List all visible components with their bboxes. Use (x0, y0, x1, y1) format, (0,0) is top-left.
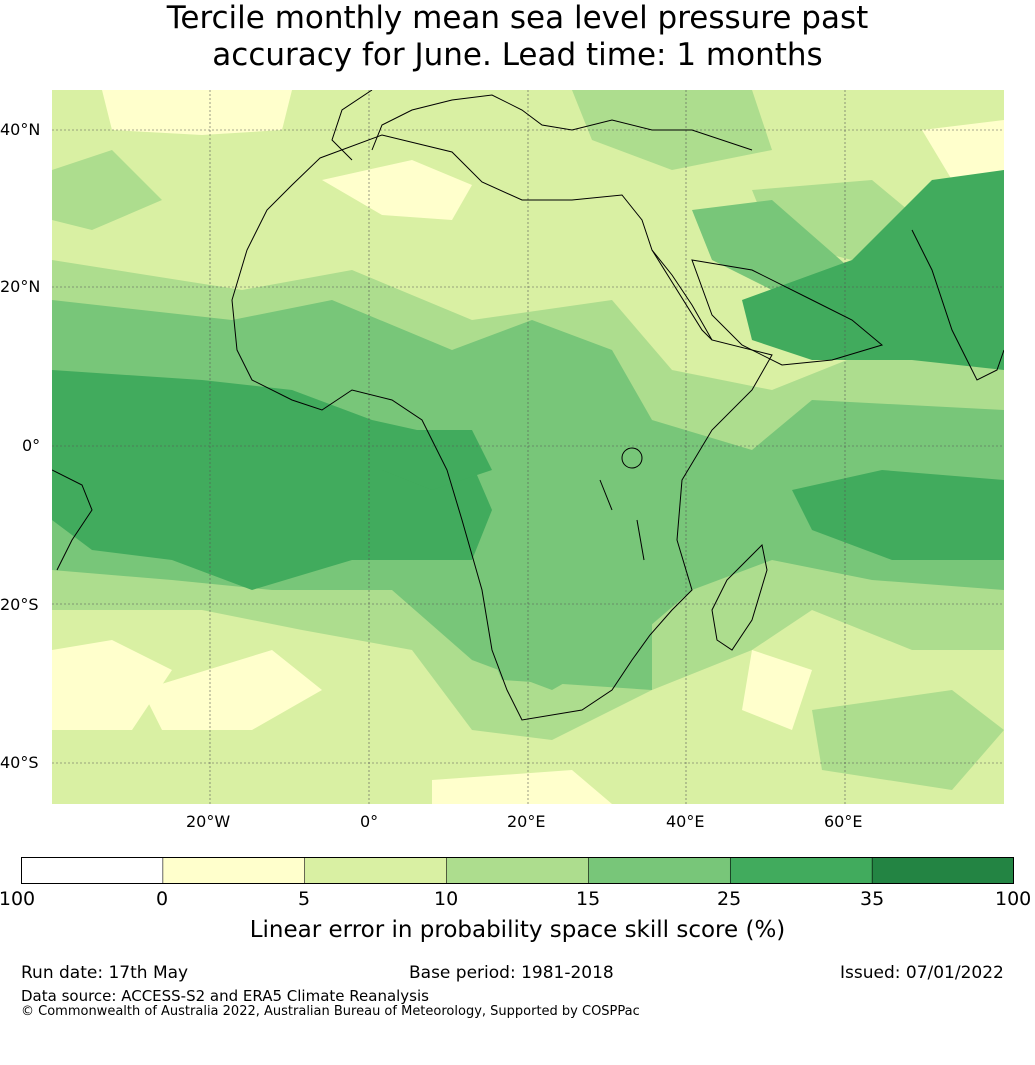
colorbar-segment (729, 857, 873, 884)
skill-map (52, 90, 1004, 804)
colorbar-segment (588, 857, 732, 884)
lat-label-40n: 40°N (0, 120, 41, 139)
lon-label-40e: 40°E (666, 812, 705, 831)
data-source: Data source: ACCESS-S2 and ERA5 Climate … (21, 987, 429, 1005)
lat-label-20s: 20°S (0, 595, 39, 614)
colorbar (21, 857, 1014, 884)
colorbar-tick-10: 10 (434, 888, 459, 910)
colorbar-segment (871, 857, 1014, 884)
colorbar-tick-15: 15 (576, 888, 601, 910)
map-canvas (52, 90, 1004, 804)
lon-label-60e: 60°E (824, 812, 863, 831)
colorbar-segment (162, 857, 306, 884)
map-gridlines (52, 90, 1004, 804)
lat-label-0: 0° (22, 436, 41, 455)
colorbar-label: Linear error in probability space skill … (249, 917, 786, 943)
coastlines (52, 90, 1004, 721)
colorbar-segment (304, 857, 448, 884)
colorbar-tick-25: 25 (717, 888, 742, 910)
lon-label-20w: 20°W (186, 812, 231, 831)
colorbar-tick-5: 5 (298, 888, 311, 910)
skill-band-25-35 (52, 170, 1004, 590)
colorbar-tick-0: 0 (156, 888, 169, 910)
lat-label-40s: 40°S (0, 753, 39, 772)
lon-label-0: 0° (360, 812, 379, 831)
copyright: © Commonwealth of Australia 2022, Austra… (21, 1004, 640, 1019)
colorbar-tick-neg100: -100 (0, 888, 36, 910)
lat-label-20n: 20°N (0, 277, 41, 296)
colorbar-segment (446, 857, 590, 884)
colorbar-tick-35: 35 (860, 888, 885, 910)
run-date: Run date: 17th May (21, 963, 189, 983)
base-period: Base period: 1981-2018 (409, 963, 614, 983)
issued-date: Issued: 07/01/2022 (840, 963, 1004, 983)
title-line-2: accuracy for June. Lead time: 1 months (212, 37, 823, 73)
colorbar-segment (21, 857, 164, 884)
chart-title: Tercile monthly mean sea level pressure … (0, 0, 1035, 74)
lon-label-20e: 20°E (507, 812, 546, 831)
skill-band-0-5 (52, 90, 1004, 804)
colorbar-tick-100: 100 (995, 888, 1032, 910)
title-line-1: Tercile monthly mean sea level pressure … (166, 0, 869, 36)
